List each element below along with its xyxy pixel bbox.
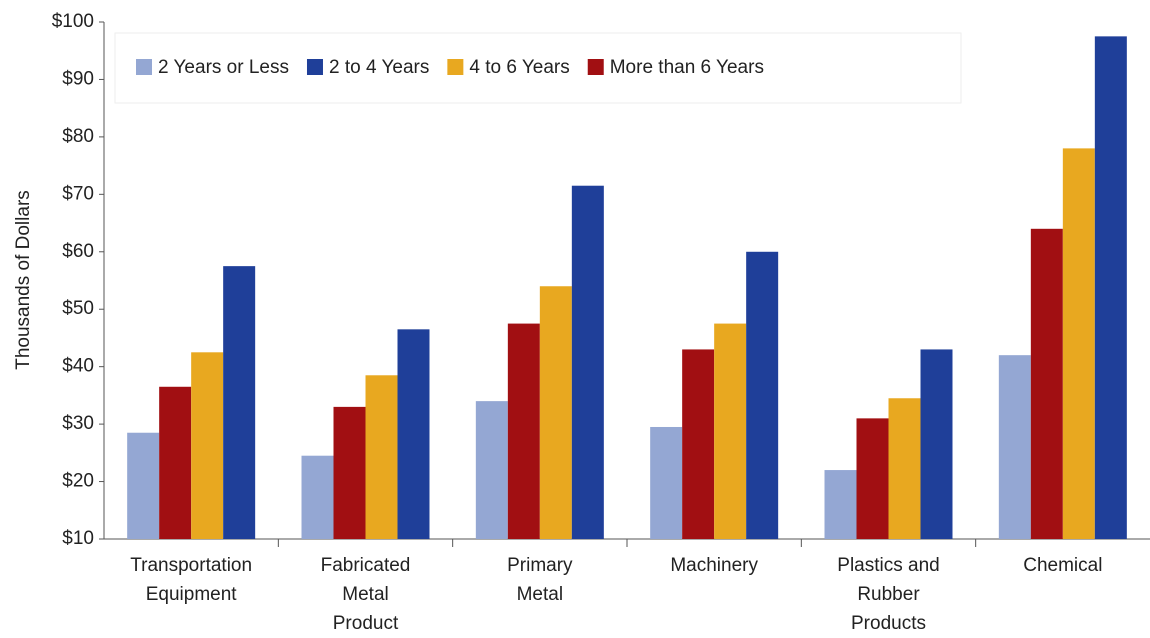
bar (682, 349, 715, 539)
y-tick-label: $90 (62, 68, 94, 89)
bar (127, 432, 160, 539)
x-tick-label: Machinery (670, 555, 758, 576)
y-tick-label: $60 (62, 241, 94, 262)
bar (650, 426, 683, 539)
legend-label: 4 to 6 Years (469, 57, 569, 78)
y-tick-label: $20 (62, 471, 94, 492)
bar (191, 352, 224, 539)
x-tick-label: Chemical (1023, 555, 1103, 576)
bar (333, 406, 366, 539)
y-tick-label: $30 (62, 413, 94, 434)
legend-label: 2 to 4 Years (329, 57, 429, 78)
y-tick-label: $100 (52, 11, 94, 32)
bar (365, 375, 398, 539)
legend-box (114, 32, 962, 104)
bar (301, 455, 334, 539)
bar (159, 386, 192, 539)
bar (397, 329, 430, 539)
x-tick-label: Plastics and Rubber Products (837, 555, 940, 634)
legend: 2 Years or Less 2 to 4 Years 4 to 6 Years M… (114, 32, 962, 104)
bar (571, 185, 604, 539)
y-tick-label: $70 (62, 183, 94, 204)
bar (1030, 228, 1063, 540)
y-tick-label: $50 (62, 298, 94, 319)
y-tick-label: $80 (62, 126, 94, 147)
legend-label: More than 6 Years (610, 57, 764, 78)
x-tick-label: Primary Metal (507, 555, 573, 605)
bar (856, 418, 889, 539)
bar (746, 251, 779, 539)
bar (1094, 36, 1127, 539)
bar (714, 323, 747, 539)
bar (888, 398, 921, 539)
x-tick-label: Fabricated Metal Product (320, 555, 411, 634)
bar (475, 401, 508, 539)
bar (998, 355, 1031, 539)
bar (539, 286, 572, 539)
legend-swatch (306, 59, 323, 75)
legend-swatch (587, 59, 604, 75)
bar (507, 323, 540, 539)
legend-swatch (447, 59, 464, 75)
bar (223, 266, 256, 539)
bar (824, 470, 857, 539)
x-tick-label: Transportation Equipment (130, 555, 253, 605)
y-axis-title: Thousands of Dollars (13, 190, 34, 370)
bar (920, 349, 953, 539)
y-tick-label: $10 (62, 528, 94, 549)
y-tick-label: $40 (62, 356, 94, 377)
bar (1062, 148, 1095, 539)
legend-swatch (136, 59, 152, 75)
legend-label: 2 Years or Less (158, 57, 289, 78)
